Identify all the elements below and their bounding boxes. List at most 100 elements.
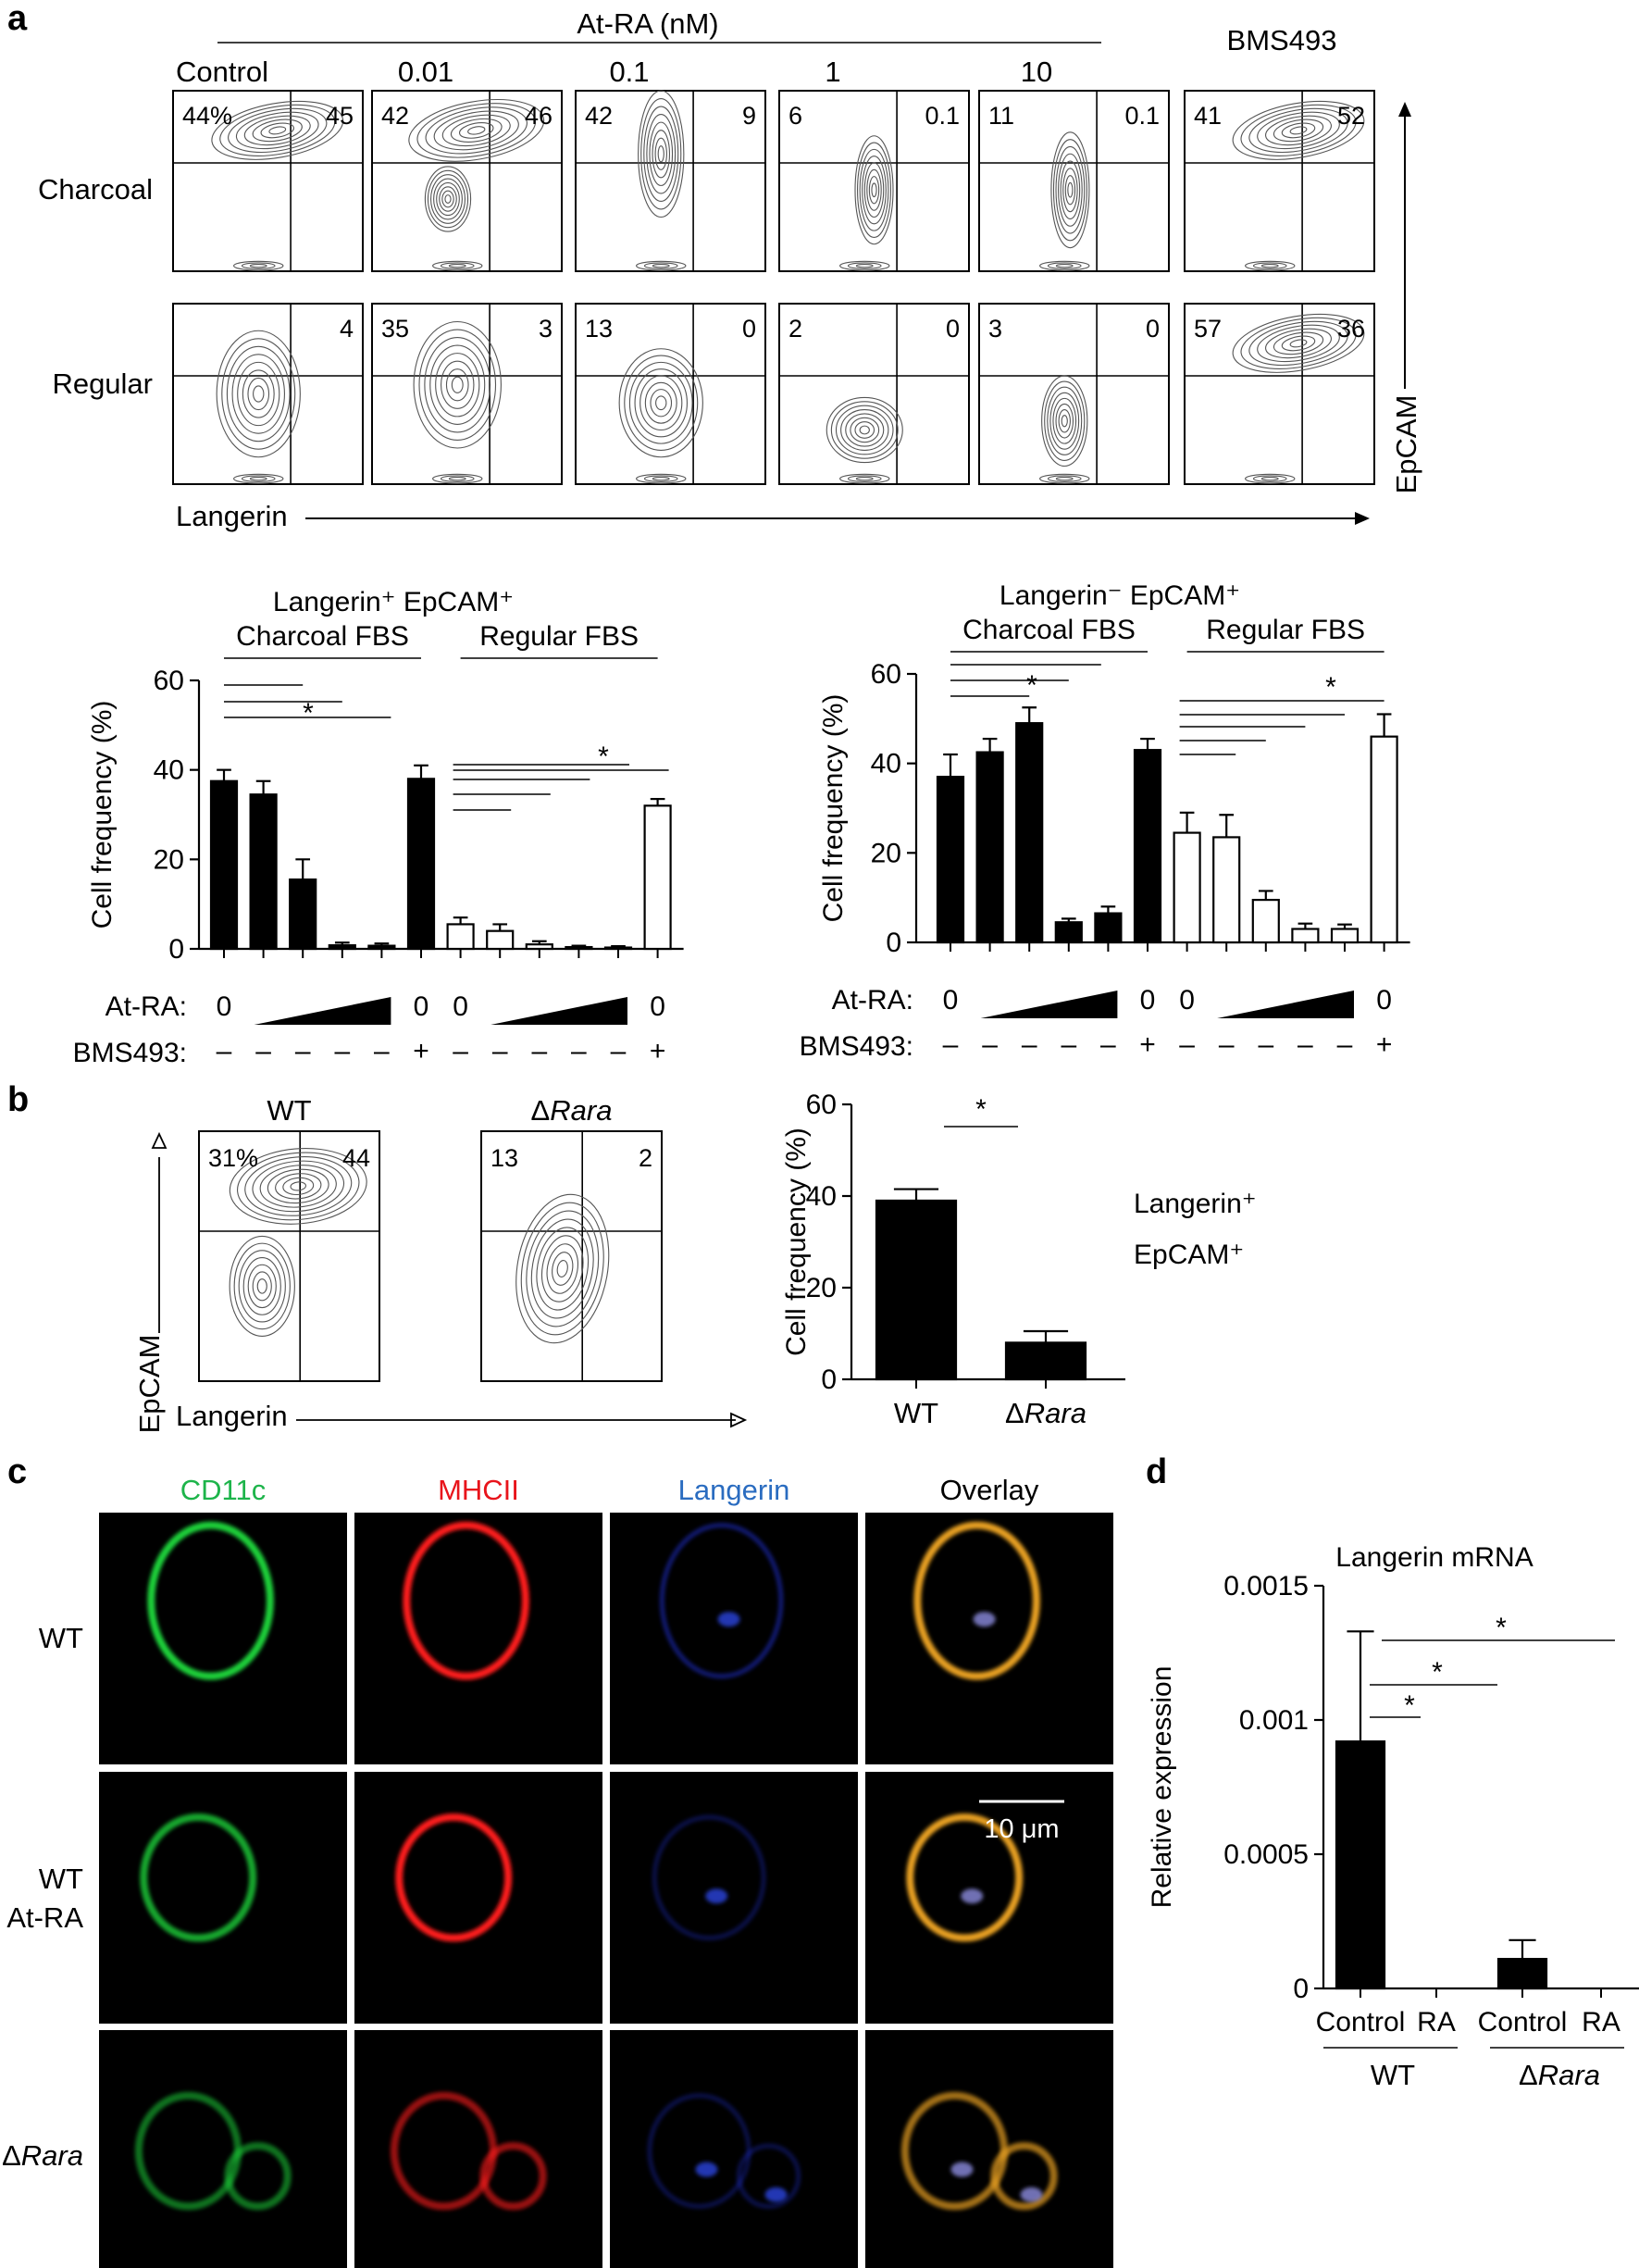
bms493-sign: –: [374, 1036, 390, 1066]
contour-line: [639, 375, 683, 431]
bms493-sign: –: [492, 1036, 508, 1066]
significance-star: *: [1325, 672, 1336, 703]
contour-line: [646, 114, 677, 194]
contour-line: [237, 361, 280, 427]
y-tick-label: 60: [871, 659, 901, 690]
at-ra-zero: 0: [453, 991, 468, 1022]
y-tick-label: 40: [871, 749, 901, 779]
contour-line: [628, 361, 693, 444]
significance-star: *: [1404, 1690, 1415, 1721]
quadrant-upper-left-value: 2: [788, 315, 802, 343]
contour-line: [1252, 262, 1287, 269]
contour-line: [256, 1278, 267, 1294]
contour-line: [260, 122, 295, 139]
significance-star: *: [975, 1094, 987, 1125]
contour-line: [859, 425, 870, 435]
contour-line: [241, 262, 276, 269]
y-axis-title: Cell frequency (%): [781, 1128, 812, 1356]
contour-line: [1265, 115, 1332, 146]
langerin-granules: [961, 1888, 984, 1904]
column-label: 1: [825, 56, 840, 88]
micrograph: [865, 1772, 1113, 2024]
contour-line: [448, 476, 466, 481]
contour-line: [216, 330, 301, 458]
flow-plot-frame: [1184, 90, 1375, 272]
langerin-granules: [1020, 2187, 1043, 2202]
contour-line: [1055, 476, 1074, 481]
contour-line: [643, 106, 679, 202]
flow-plot-frame: [480, 1130, 663, 1382]
at-ra-header: At-RA (nM): [577, 7, 718, 40]
micrograph-background: [610, 1513, 858, 1764]
contour-line: [1232, 100, 1365, 160]
contour-line: [429, 344, 486, 425]
bms493-sign: –: [1022, 1029, 1037, 1060]
contour-line: [854, 421, 875, 439]
contour-line: [652, 130, 671, 179]
quadrant-upper-right-value: 44: [342, 1144, 370, 1172]
cell-membrane: [147, 1521, 274, 1680]
micrograph-background: [610, 2030, 858, 2268]
cell-membrane: [913, 1521, 1040, 1680]
contour-line: [249, 263, 267, 268]
bar: [289, 878, 317, 951]
bms493-sign: –: [453, 1036, 468, 1066]
bms493-sign: –: [1219, 1029, 1235, 1060]
contour-line: [1289, 126, 1308, 135]
row-label: At-RA: [6, 1901, 83, 1934]
flow-plot: 44% 45: [172, 90, 364, 272]
quadrant-upper-right-value: 52: [1337, 102, 1365, 130]
contour-line: [840, 409, 889, 451]
bms493-sign: –: [1179, 1029, 1195, 1060]
contour-line: [1248, 320, 1348, 366]
contour-line: [624, 355, 699, 451]
bms493-sign: –: [571, 1036, 587, 1066]
bar-chart: 0 0.0005 0.001 0.0015 Relative expression Lan…: [1147, 1542, 1639, 2091]
legend-line: EpCAM⁺: [1134, 1240, 1244, 1270]
channel-label: Overlay: [940, 1474, 1039, 1506]
bms493-sign: –: [334, 1036, 350, 1066]
contour-line: [243, 115, 311, 146]
contour-line: [552, 1252, 574, 1286]
contour-line: [526, 1210, 600, 1327]
contour-line: [219, 104, 336, 156]
contour-line: [1058, 153, 1083, 227]
contour-line: [1245, 473, 1296, 484]
flow-plot: 41 52: [1184, 90, 1375, 272]
cell-membrane: [479, 2142, 547, 2211]
significance-star: *: [598, 741, 609, 772]
micrograph-background: [354, 1772, 602, 2024]
cell-membrane: [224, 2142, 292, 2211]
contour-line: [649, 121, 674, 186]
contour-line: [1052, 397, 1077, 444]
bar: [1330, 928, 1360, 944]
bar: [1094, 912, 1123, 944]
row-label: WT: [39, 1863, 83, 1895]
quadrant-upper-right-value: 46: [525, 102, 553, 130]
contour-line: [235, 111, 319, 150]
flow-plot-title: WT: [267, 1094, 311, 1127]
arrow-head: [1355, 512, 1370, 525]
contour-line: [268, 126, 287, 135]
quadrant-upper-left-value: 44%: [182, 102, 232, 130]
contour-line: [556, 1260, 568, 1277]
at-ra-label: At-RA:: [106, 991, 187, 1022]
contour-line: [237, 1152, 360, 1221]
contour-line: [433, 178, 463, 220]
contour-line: [244, 1156, 353, 1216]
contour-line: [238, 1250, 286, 1323]
langerin-granules: [717, 1612, 740, 1627]
contour-line: [1055, 145, 1086, 234]
flow-plot-frame: [978, 303, 1170, 485]
contour-line: [441, 360, 475, 409]
contour-line: [1281, 122, 1316, 139]
at-ra-gradient-wedge: [980, 991, 1118, 1018]
y-tick-label: 40: [154, 755, 184, 786]
contour-line: [233, 1242, 291, 1330]
contour-line: [242, 1256, 281, 1315]
contour-line: [1067, 181, 1074, 198]
contour-line: [634, 368, 688, 438]
contour-line: [530, 1218, 594, 1319]
flow-plot: 42 46: [371, 90, 563, 272]
y-tick-label: 0: [168, 934, 184, 965]
